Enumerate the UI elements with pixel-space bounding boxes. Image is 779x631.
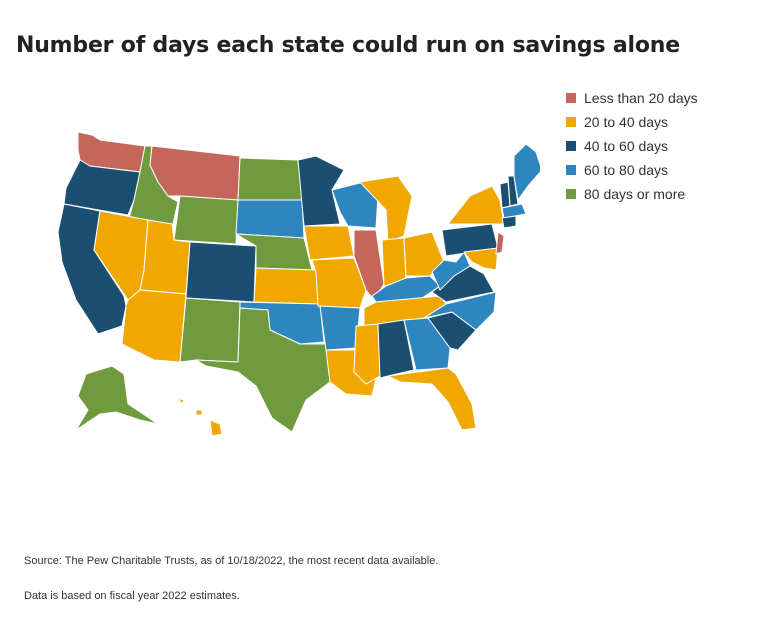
- state-iowa[interactable]: [303, 225, 355, 261]
- legend-swatch: [566, 141, 576, 151]
- state-north-carolina[interactable]: [423, 291, 497, 331]
- legend-item-80-or-more: 80 days or more: [566, 182, 698, 206]
- state-west-virginia[interactable]: [431, 251, 471, 291]
- legend-swatch: [566, 93, 576, 103]
- state-indiana[interactable]: [381, 237, 407, 287]
- state-illinois[interactable]: [353, 229, 385, 301]
- state-connecticut[interactable]: [501, 215, 517, 229]
- state-texas[interactable]: [195, 307, 331, 433]
- state-new-mexico[interactable]: [179, 297, 241, 363]
- state-arkansas[interactable]: [319, 305, 361, 351]
- state-new-hampshire[interactable]: [507, 175, 519, 207]
- map-title: Number of days each state could run on s…: [16, 33, 680, 58]
- state-michigan[interactable]: [359, 175, 413, 243]
- state-new-york[interactable]: [447, 185, 505, 225]
- legend-item-40-to-60: 40 to 60 days: [566, 134, 698, 158]
- state-north-dakota[interactable]: [237, 157, 303, 201]
- state-maryland[interactable]: [463, 247, 499, 271]
- state-mississippi[interactable]: [353, 323, 381, 385]
- state-alaska[interactable]: [75, 365, 159, 431]
- state-kansas[interactable]: [253, 267, 319, 305]
- state-oregon[interactable]: [63, 159, 141, 216]
- legend-label: 20 to 40 days: [584, 114, 669, 130]
- state-wyoming[interactable]: [173, 195, 239, 245]
- legend-label: 60 to 80 days: [584, 162, 669, 178]
- source-note: Source: The Pew Charitable Trusts, as of…: [24, 555, 439, 567]
- state-massachusetts[interactable]: [501, 203, 527, 219]
- legend: Less than 20 days 20 to 40 days 40 to 60…: [566, 86, 698, 206]
- us-choropleth-map: [57, 131, 540, 437]
- legend-swatch: [566, 189, 576, 199]
- state-florida[interactable]: [387, 367, 477, 431]
- legend-item-20-to-40: 20 to 40 days: [566, 110, 698, 134]
- legend-label: Less than 20 days: [584, 90, 698, 106]
- state-arizona[interactable]: [121, 289, 187, 363]
- legend-swatch: [566, 165, 576, 175]
- state-hawaii-island-2[interactable]: [195, 409, 203, 416]
- legend-swatch: [566, 117, 576, 127]
- state-new-jersey[interactable]: [495, 231, 505, 255]
- state-colorado[interactable]: [185, 241, 257, 303]
- state-alabama[interactable]: [377, 319, 415, 379]
- state-hawaii[interactable]: [209, 419, 223, 437]
- legend-item-60-to-80: 60 to 80 days: [566, 158, 698, 182]
- state-south-dakota[interactable]: [235, 199, 305, 239]
- legend-label: 80 days or more: [584, 186, 686, 202]
- state-hawaii-island-3[interactable]: [177, 397, 185, 405]
- legend-label: 40 to 60 days: [584, 138, 669, 154]
- state-maine[interactable]: [513, 143, 540, 201]
- legend-item-less-than-20: Less than 20 days: [566, 86, 698, 110]
- fiscal-year-note: Data is based on fiscal year 2022 estima…: [24, 590, 240, 602]
